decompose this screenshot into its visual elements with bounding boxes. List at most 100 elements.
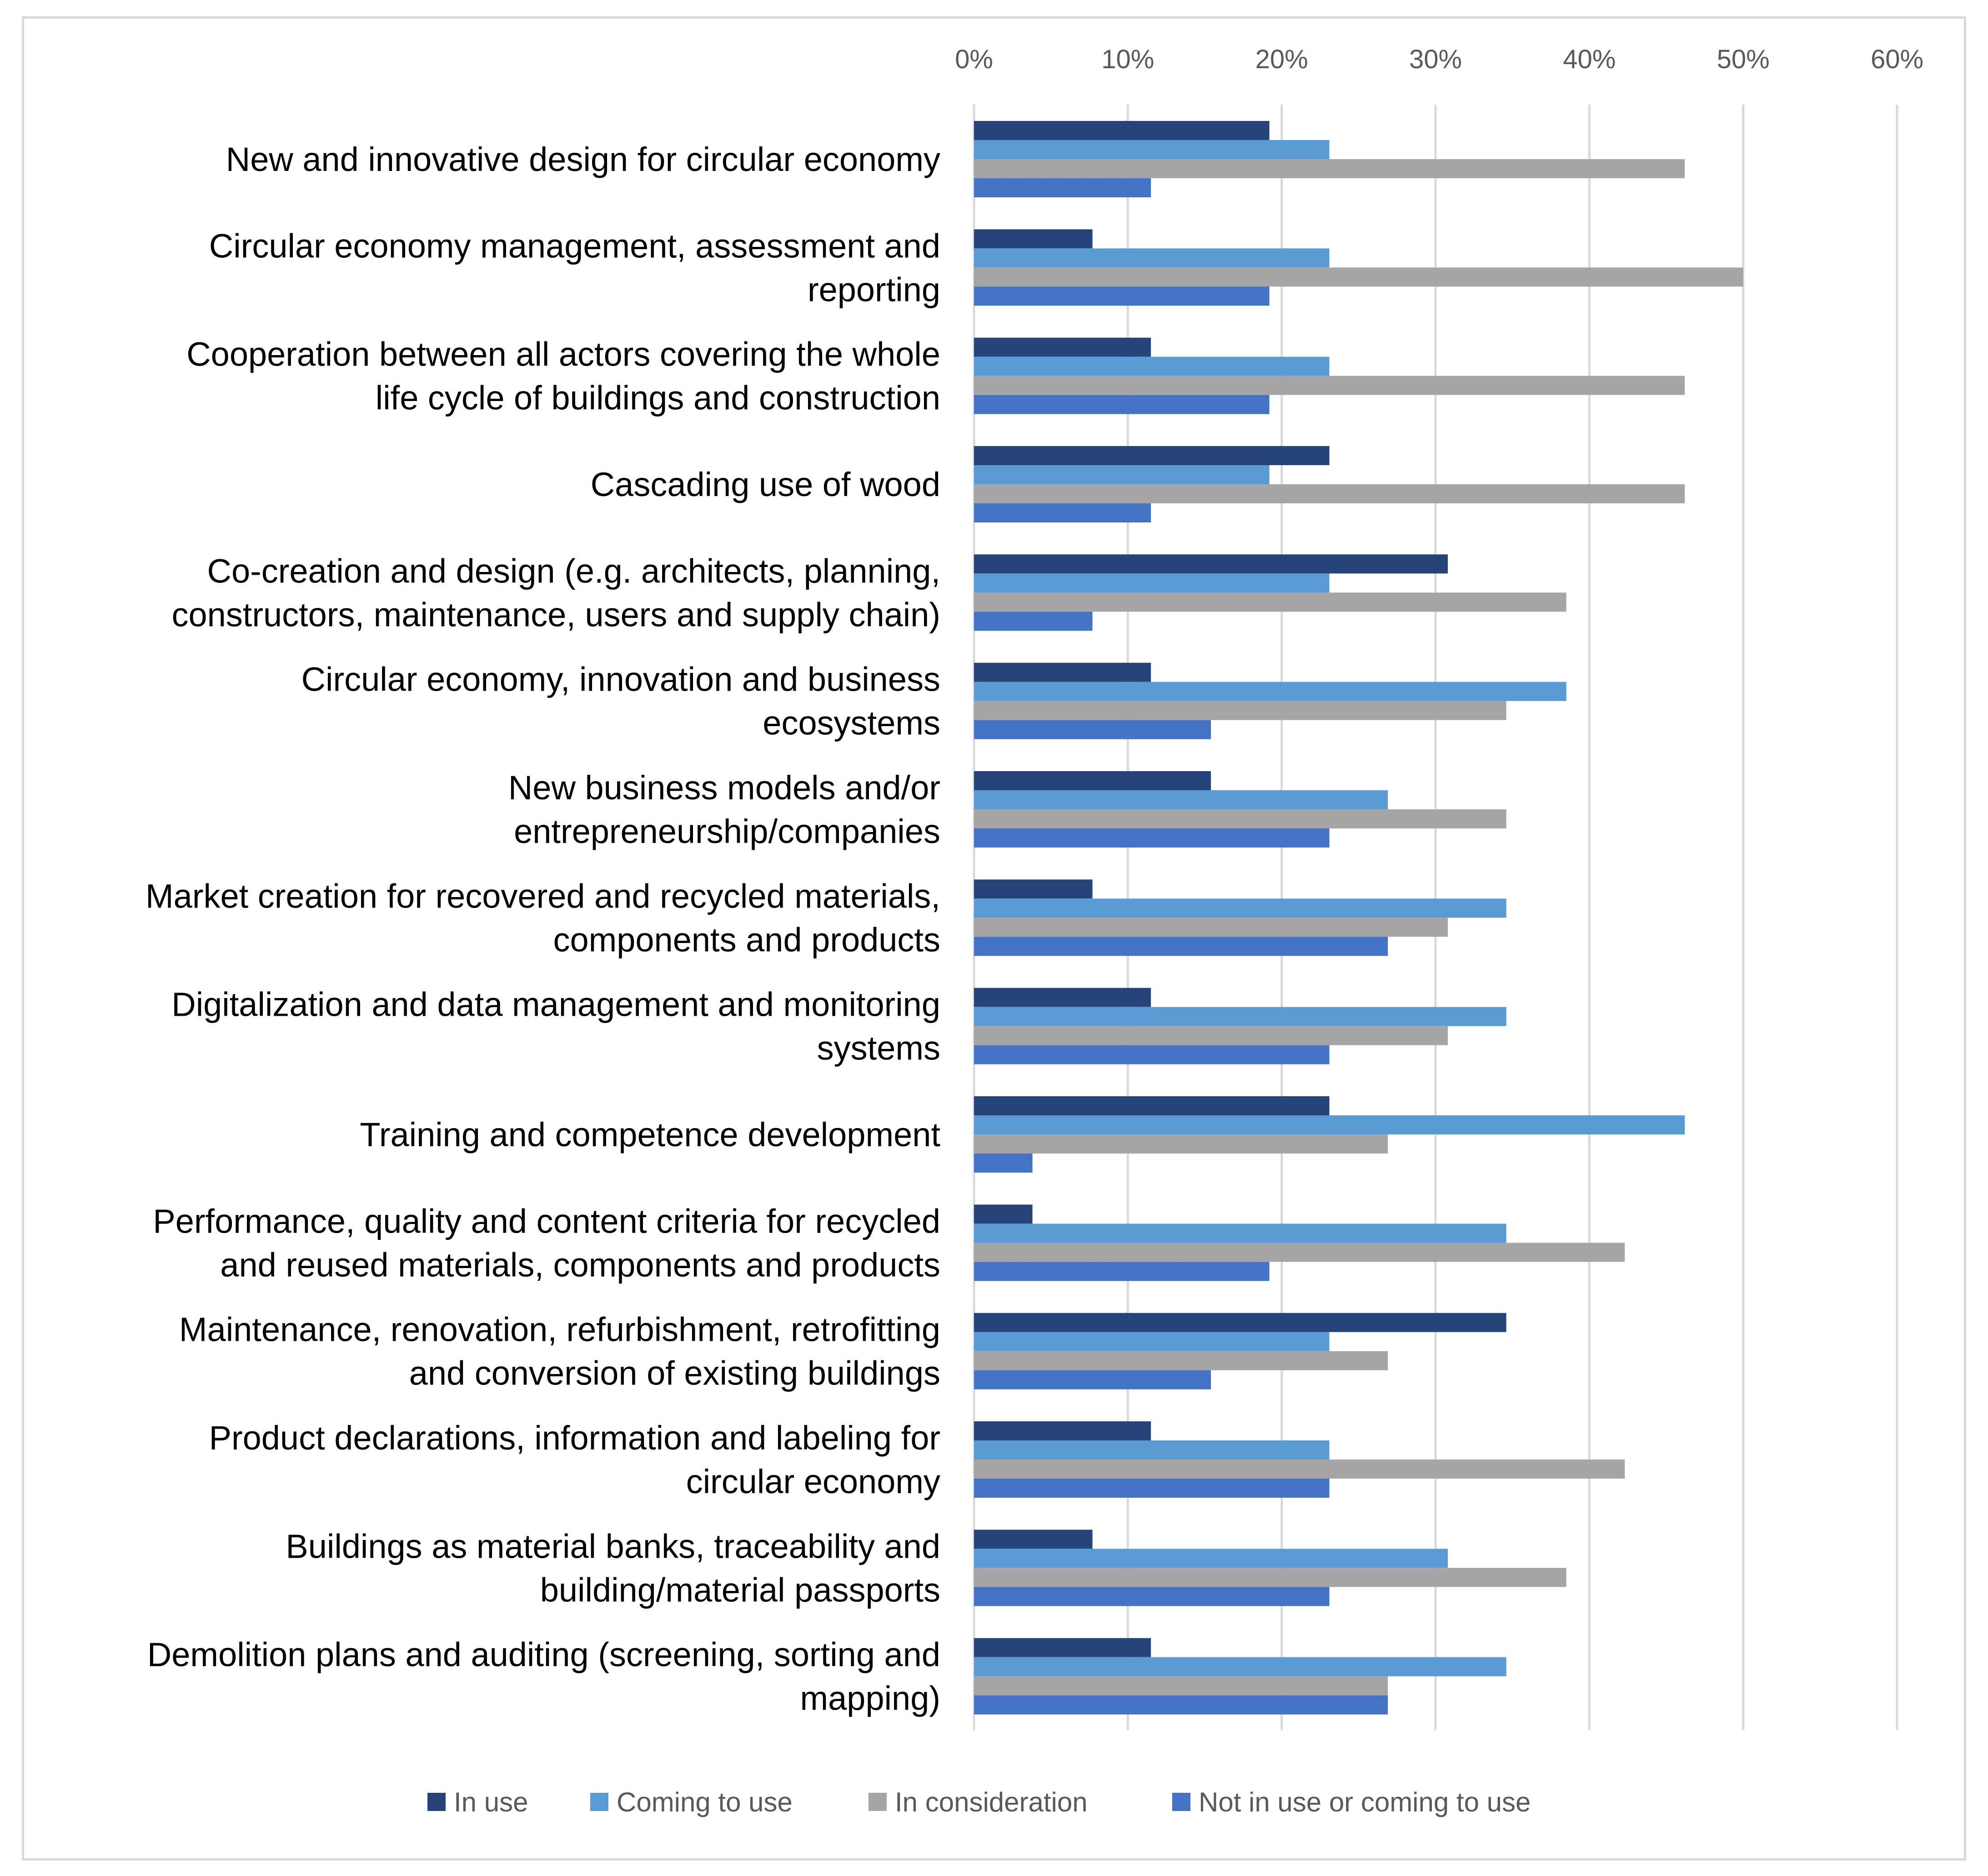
category-label: building/material passports bbox=[540, 1571, 940, 1609]
x-tick-label: 50% bbox=[1717, 45, 1770, 74]
bar-coming-to-use bbox=[974, 1549, 1448, 1568]
bar-not-in-use-or-coming-to-use bbox=[974, 1045, 1330, 1064]
bar-coming-to-use bbox=[974, 790, 1388, 809]
category-label: Co-creation and design (e.g. architects,… bbox=[207, 552, 941, 590]
legend-swatch bbox=[590, 1793, 608, 1811]
bar-in-use bbox=[974, 771, 1211, 790]
bar-coming-to-use bbox=[974, 1115, 1685, 1134]
bar-not-in-use-or-coming-to-use bbox=[974, 1695, 1388, 1715]
legend-label: In use bbox=[454, 1787, 528, 1817]
bar-in-consideration bbox=[974, 1026, 1448, 1045]
category-label: and reused materials, components and pro… bbox=[220, 1246, 940, 1284]
bar-in-consideration bbox=[974, 592, 1566, 612]
bar-in-use bbox=[974, 662, 1151, 682]
bar-in-use bbox=[974, 1096, 1330, 1115]
category-label: Performance, quality and content criteri… bbox=[153, 1202, 940, 1240]
bar-not-in-use-or-coming-to-use bbox=[974, 1479, 1330, 1498]
category-label: Buildings as material banks, traceabilit… bbox=[286, 1527, 940, 1565]
bar-in-consideration bbox=[974, 701, 1506, 720]
bar-not-in-use-or-coming-to-use bbox=[974, 720, 1211, 739]
bar-in-consideration bbox=[974, 1134, 1388, 1154]
bar-in-use bbox=[974, 1638, 1151, 1657]
category-label: New and innovative design for circular e… bbox=[226, 140, 940, 178]
bar-in-consideration bbox=[974, 484, 1685, 503]
bar-in-consideration bbox=[974, 1460, 1625, 1479]
category-label: systems bbox=[817, 1029, 940, 1067]
x-tick-label: 20% bbox=[1255, 45, 1308, 74]
category-label: and conversion of existing buildings bbox=[409, 1354, 940, 1392]
category-label: Circular economy management, assessment … bbox=[209, 227, 940, 265]
category-label: constructors, maintenance, users and sup… bbox=[171, 596, 940, 633]
bar-coming-to-use bbox=[974, 1224, 1506, 1243]
category-label: entrepreneurship/companies bbox=[514, 813, 940, 850]
legend-label: Coming to use bbox=[617, 1787, 793, 1817]
bar-in-use bbox=[974, 1204, 1033, 1224]
category-label: Market creation for recovered and recycl… bbox=[146, 877, 940, 915]
bar-coming-to-use bbox=[974, 248, 1330, 268]
x-tick-label: 30% bbox=[1409, 45, 1462, 74]
bar-in-use bbox=[974, 337, 1151, 357]
bar-coming-to-use bbox=[974, 465, 1270, 484]
legend-swatch bbox=[868, 1793, 887, 1811]
x-tick-label: 0% bbox=[955, 45, 993, 74]
bar-in-use bbox=[974, 229, 1093, 249]
bar-in-consideration bbox=[974, 1351, 1388, 1370]
bar-in-consideration bbox=[974, 918, 1448, 937]
bar-not-in-use-or-coming-to-use bbox=[974, 178, 1151, 197]
bar-in-consideration bbox=[974, 1568, 1566, 1587]
category-label: Maintenance, renovation, refurbishment, … bbox=[179, 1311, 940, 1349]
bar-not-in-use-or-coming-to-use bbox=[974, 828, 1330, 848]
bar-not-in-use-or-coming-to-use bbox=[974, 937, 1388, 956]
category-label: Digitalization and data management and m… bbox=[171, 986, 940, 1023]
x-tick-label: 40% bbox=[1563, 45, 1616, 74]
category-label: Cooperation between all actors covering … bbox=[186, 336, 940, 373]
bar-not-in-use-or-coming-to-use bbox=[974, 1587, 1330, 1606]
bar-in-consideration bbox=[974, 809, 1506, 828]
bar-in-use bbox=[974, 988, 1151, 1007]
bar-not-in-use-or-coming-to-use bbox=[974, 503, 1151, 522]
bar-in-consideration bbox=[974, 159, 1685, 178]
bar-not-in-use-or-coming-to-use bbox=[974, 286, 1270, 306]
bar-in-consideration bbox=[974, 376, 1685, 395]
bar-coming-to-use bbox=[974, 1440, 1330, 1460]
category-label: components and products bbox=[553, 921, 940, 958]
legend-swatch bbox=[1172, 1793, 1190, 1811]
category-label: Demolition plans and auditing (screening… bbox=[147, 1636, 940, 1674]
bar-in-use bbox=[974, 879, 1093, 899]
bar-in-use bbox=[974, 446, 1330, 465]
bar-coming-to-use bbox=[974, 140, 1330, 159]
bar-in-consideration bbox=[974, 1243, 1625, 1262]
bar-not-in-use-or-coming-to-use bbox=[974, 395, 1270, 414]
bar-in-use bbox=[974, 1313, 1506, 1332]
x-tick-label: 10% bbox=[1101, 45, 1154, 74]
bar-not-in-use-or-coming-to-use bbox=[974, 1154, 1033, 1173]
category-label: life cycle of buildings and construction bbox=[376, 379, 940, 417]
bar-coming-to-use bbox=[974, 356, 1330, 376]
bar-coming-to-use bbox=[974, 573, 1330, 593]
category-label: Product declarations, information and la… bbox=[209, 1419, 940, 1457]
bar-not-in-use-or-coming-to-use bbox=[974, 1262, 1270, 1281]
bar-coming-to-use bbox=[974, 898, 1506, 918]
bar-in-consideration bbox=[974, 267, 1743, 287]
bar-coming-to-use bbox=[974, 1007, 1506, 1026]
bar-not-in-use-or-coming-to-use bbox=[974, 1370, 1211, 1389]
category-label: mapping) bbox=[800, 1680, 940, 1717]
bar-in-use bbox=[974, 1530, 1093, 1549]
bar-coming-to-use bbox=[974, 682, 1566, 701]
bar-coming-to-use bbox=[974, 1332, 1330, 1351]
bar-in-use bbox=[974, 121, 1270, 140]
legend-label: Not in use or coming to use bbox=[1199, 1787, 1531, 1817]
legend-swatch bbox=[427, 1793, 446, 1811]
category-label: Training and competence development bbox=[360, 1116, 940, 1154]
category-label: circular economy bbox=[686, 1463, 940, 1500]
bar-in-use bbox=[974, 554, 1448, 574]
category-label: Cascading use of wood bbox=[591, 466, 940, 503]
bar-not-in-use-or-coming-to-use bbox=[974, 612, 1093, 631]
category-label: reporting bbox=[808, 271, 940, 308]
category-label: New business models and/or bbox=[508, 769, 940, 807]
category-label: Circular economy, innovation and busines… bbox=[301, 661, 940, 698]
x-tick-label: 60% bbox=[1871, 45, 1923, 74]
category-label: ecosystems bbox=[763, 704, 940, 742]
legend-label: In consideration bbox=[895, 1787, 1088, 1817]
